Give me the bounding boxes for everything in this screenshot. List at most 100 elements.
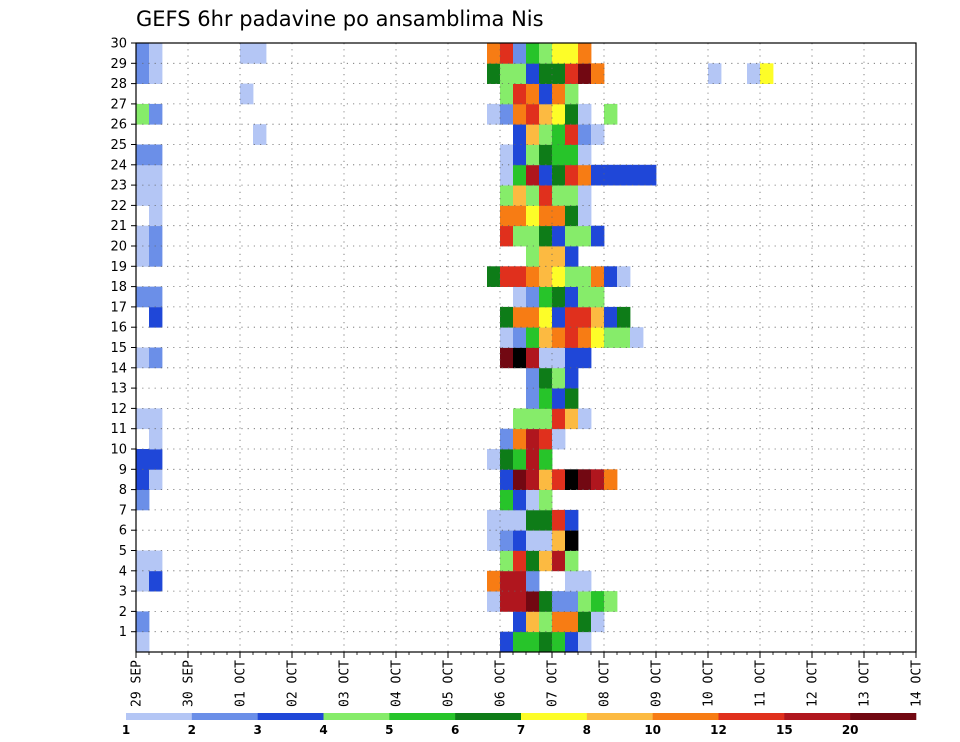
heatmap-cell [591, 591, 605, 612]
heatmap-cell [526, 428, 540, 450]
heatmap-cell [578, 408, 592, 430]
heatmap-cell [552, 225, 566, 247]
y-tick-label: 29 [110, 57, 127, 72]
x-tick-label: 13 OCT [858, 660, 873, 707]
x-tick-label: 03 OCT [338, 660, 353, 707]
heatmap-cell [500, 469, 514, 490]
heatmap-cell [526, 103, 540, 125]
heatmap-cell [513, 63, 527, 84]
heatmap-cell [136, 103, 150, 125]
heatmap-cell [500, 43, 514, 64]
heatmap-cell [500, 489, 514, 511]
heatmap-cell [591, 327, 605, 348]
x-tick-label: 29 SEP [130, 660, 145, 707]
x-tick-label: 07 OCT [546, 660, 561, 707]
heatmap-cell [565, 591, 579, 612]
heatmap-cell [513, 489, 527, 511]
y-tick-label: 8 [119, 483, 127, 498]
heatmap-cell [552, 428, 566, 450]
chart-title: GEFS 6hr padavine po ansamblima Nis [136, 7, 544, 31]
heatmap-cell [500, 103, 514, 125]
heatmap-cell [604, 164, 618, 186]
y-tick-label: 9 [119, 463, 127, 478]
heatmap-cell [539, 611, 553, 633]
heatmap-cell [591, 164, 605, 186]
y-tick-label: 22 [110, 199, 127, 214]
y-tick-label: 16 [110, 321, 127, 336]
heatmap-cell [526, 43, 540, 64]
heatmap-cells [136, 43, 774, 653]
heatmap-cell [526, 591, 540, 612]
heatmap-cell [565, 509, 579, 531]
heatmap-cell [149, 469, 163, 490]
heatmap-cell [500, 205, 514, 227]
heatmap-cell [578, 43, 592, 64]
heatmap-cell [500, 83, 514, 105]
heatmap-cell [253, 43, 267, 64]
heatmap-cell [526, 266, 540, 287]
heatmap-cell [487, 266, 501, 287]
colorbar-label: 15 [776, 723, 793, 737]
colorbar-swatch [784, 713, 851, 720]
heatmap-cell [578, 570, 592, 592]
heatmap-cell [500, 185, 514, 206]
heatmap-cell [500, 509, 514, 531]
heatmap-cell [578, 266, 592, 287]
heatmap-cell [552, 266, 566, 287]
heatmap-cell [513, 266, 527, 287]
heatmap-cell [513, 469, 527, 490]
heatmap-cell [500, 591, 514, 612]
heatmap-cell [552, 631, 566, 653]
heatmap-cell [500, 164, 514, 186]
heatmap-cell [565, 408, 579, 430]
heatmap-cell [513, 43, 527, 64]
heatmap-cell [565, 570, 579, 592]
heatmap-cell [539, 489, 553, 511]
heatmap-cell [578, 306, 592, 328]
heatmap-cell [136, 246, 150, 267]
colorbar-swatch [521, 713, 588, 720]
heatmap-cell [565, 550, 579, 572]
heatmap-cell [604, 469, 618, 490]
heatmap-cell [565, 631, 579, 653]
heatmap-cell [149, 550, 163, 572]
heatmap-cell [253, 124, 267, 145]
heatmap-cell [552, 246, 566, 267]
x-axis: 29 SEP 30 SEP 01 OCT 02 OCT 03 OCT 04 OCT 05 O… [130, 652, 925, 707]
heatmap-cell [149, 449, 163, 470]
y-tick-label: 17 [110, 300, 127, 315]
heatmap-cell [149, 164, 163, 186]
heatmap-cell [136, 449, 150, 470]
heatmap-cell [578, 225, 592, 247]
y-tick-label: 23 [110, 179, 127, 194]
heatmap-cell [526, 489, 540, 511]
heatmap-cell [136, 43, 150, 64]
colorbar-swatch [257, 713, 324, 720]
y-tick-label: 1 [119, 625, 127, 640]
heatmap-cell [578, 164, 592, 186]
heatmap-cell [513, 306, 527, 328]
heatmap-cell [539, 631, 553, 653]
heatmap-cell [513, 408, 527, 430]
heatmap-cell [552, 388, 566, 409]
y-tick-label: 14 [110, 361, 127, 376]
x-tick-label: 10 OCT [702, 660, 717, 707]
colorbar-swatch [389, 713, 456, 720]
x-tick-label: 12 OCT [806, 660, 821, 707]
heatmap-cell [513, 449, 527, 470]
heatmap-cell [513, 327, 527, 348]
heatmap-cell [136, 631, 150, 653]
heatmap-cell [500, 225, 514, 247]
y-tick-label: 20 [110, 240, 127, 255]
heatmap-cell [500, 449, 514, 470]
heatmap-cell [552, 347, 566, 369]
y-tick-label: 11 [110, 422, 127, 437]
heatmap-cell [513, 428, 527, 450]
y-tick-label: 18 [110, 280, 127, 295]
y-tick-label: 15 [110, 341, 127, 356]
heatmap-cell [565, 185, 579, 206]
heatmap-cell [539, 388, 553, 409]
heatmap-cell [526, 449, 540, 470]
y-tick-label: 3 [119, 585, 127, 600]
heatmap-cell [539, 246, 553, 267]
